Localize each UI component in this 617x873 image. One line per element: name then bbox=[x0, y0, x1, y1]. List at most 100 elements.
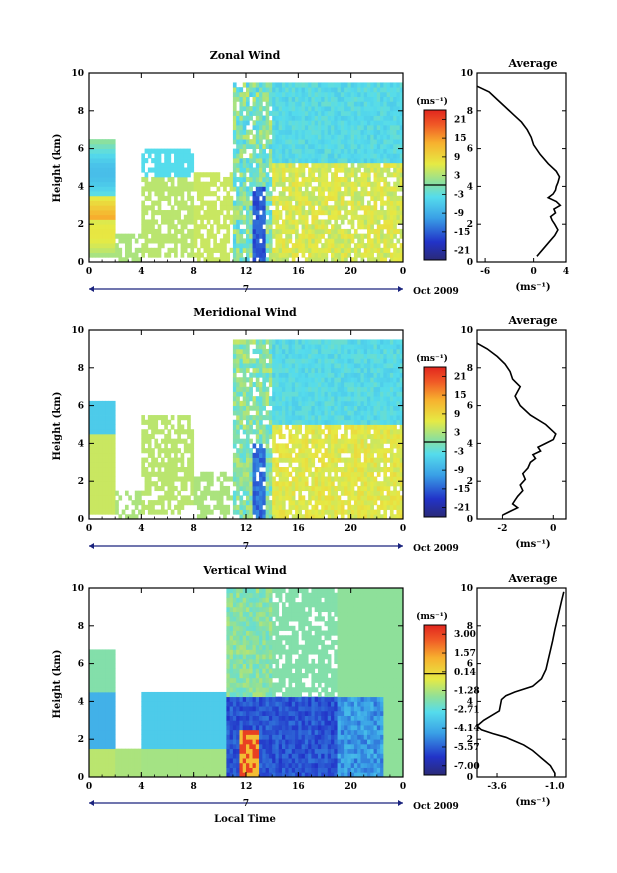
heatmap-cell bbox=[301, 514, 306, 520]
heatmap-cell bbox=[386, 195, 391, 201]
heatmap-cell bbox=[321, 358, 325, 364]
heatmap-cell bbox=[102, 167, 106, 173]
heatmap-cell bbox=[370, 438, 374, 444]
heatmap-cell bbox=[347, 172, 352, 178]
heatmap-cell bbox=[174, 186, 178, 192]
heatmap-cell bbox=[249, 143, 253, 150]
heatmap-cell bbox=[393, 162, 397, 168]
heatmap-cell bbox=[255, 243, 260, 249]
heatmap-cell bbox=[210, 476, 214, 482]
heatmap-cell bbox=[331, 176, 335, 183]
heatmap-cell bbox=[360, 339, 365, 345]
heatmap-cell bbox=[363, 367, 368, 373]
heatmap-cell bbox=[164, 433, 168, 440]
heatmap-cell bbox=[337, 504, 342, 510]
heatmap-cell bbox=[327, 228, 332, 235]
heatmap-cell bbox=[232, 257, 237, 263]
heatmap-cell bbox=[393, 485, 397, 492]
heatmap-cell bbox=[259, 367, 263, 373]
heatmap-cell bbox=[370, 339, 374, 345]
heatmap-cell bbox=[170, 467, 175, 473]
heatmap-cell bbox=[386, 134, 391, 140]
heatmap-cell bbox=[174, 200, 178, 206]
heatmap-cell bbox=[236, 358, 240, 364]
heatmap-cell bbox=[95, 504, 100, 510]
heatmap-cell bbox=[304, 443, 309, 449]
heatmap-cell bbox=[295, 485, 299, 492]
heatmap-cell bbox=[98, 504, 103, 510]
heatmap-cell bbox=[399, 462, 404, 468]
heatmap-cell bbox=[242, 214, 247, 220]
heatmap-cell bbox=[223, 219, 227, 225]
heatmap-cell bbox=[98, 143, 103, 150]
heatmap-cell bbox=[89, 176, 93, 183]
average-y-tick-label: 6 bbox=[467, 145, 473, 155]
heatmap-cell bbox=[327, 372, 332, 378]
heatmap-cell bbox=[376, 247, 381, 253]
heatmap-cell bbox=[249, 176, 253, 183]
heatmap-cell bbox=[95, 200, 100, 206]
heatmap-cell bbox=[301, 115, 306, 121]
heatmap-cell bbox=[331, 110, 335, 116]
heatmap-cell bbox=[177, 191, 181, 197]
heatmap-cell bbox=[334, 167, 338, 173]
heatmap-cell bbox=[334, 353, 338, 359]
heatmap-cell bbox=[350, 358, 355, 364]
heatmap-cell bbox=[314, 139, 319, 145]
heatmap-cell bbox=[386, 419, 391, 425]
heatmap-cell bbox=[396, 115, 401, 121]
heatmap-cell bbox=[288, 481, 293, 487]
heatmap-cell bbox=[111, 172, 116, 178]
heatmap-cell bbox=[95, 429, 100, 435]
heatmap-cell bbox=[321, 400, 325, 407]
heatmap-cell bbox=[98, 186, 103, 192]
heatmap-cell bbox=[376, 457, 381, 463]
heatmap-cell bbox=[373, 424, 378, 430]
heatmap-cell bbox=[98, 471, 103, 477]
heatmap-cell bbox=[380, 344, 384, 350]
heatmap-cell bbox=[367, 252, 371, 258]
heatmap-cell bbox=[393, 257, 397, 263]
heatmap-cell bbox=[180, 252, 185, 258]
heatmap-cell bbox=[285, 101, 289, 107]
heatmap-cell bbox=[347, 200, 352, 206]
heatmap-cell bbox=[311, 247, 316, 253]
heatmap-cell bbox=[242, 405, 247, 411]
heatmap-cell bbox=[389, 124, 394, 131]
heatmap-cell bbox=[259, 448, 263, 454]
heatmap-cell bbox=[301, 120, 306, 126]
heatmap-cell bbox=[285, 162, 289, 168]
heatmap-cell bbox=[367, 143, 371, 150]
heatmap-cell bbox=[288, 386, 293, 392]
heatmap-cell bbox=[311, 462, 316, 468]
heatmap-cell bbox=[275, 129, 280, 135]
heatmap-cell bbox=[353, 195, 358, 201]
heatmap-cell bbox=[321, 153, 325, 159]
heatmap-cell bbox=[281, 433, 286, 440]
heatmap-cell bbox=[350, 377, 355, 383]
heatmap-cell bbox=[278, 415, 283, 421]
heatmap-cell bbox=[396, 129, 401, 135]
heatmap-cell bbox=[285, 396, 289, 402]
heatmap-cell bbox=[301, 485, 306, 492]
heatmap-cell bbox=[386, 438, 391, 444]
heatmap-cell bbox=[301, 243, 306, 249]
heatmap-cell bbox=[200, 200, 204, 206]
heatmap-cell bbox=[324, 386, 329, 392]
heatmap-cell bbox=[291, 363, 296, 369]
heatmap-cell bbox=[380, 233, 384, 239]
heatmap-cell bbox=[393, 372, 397, 378]
heatmap-cell bbox=[236, 91, 240, 98]
heatmap-cell bbox=[337, 224, 342, 230]
heatmap-cell bbox=[383, 500, 388, 506]
heatmap-cell bbox=[291, 181, 296, 187]
heatmap-cell bbox=[259, 162, 263, 168]
heatmap-cell bbox=[272, 158, 276, 164]
heatmap-cell bbox=[268, 367, 273, 373]
heatmap-cell bbox=[147, 205, 152, 211]
heatmap-cell bbox=[298, 391, 302, 397]
heatmap-cell bbox=[164, 443, 168, 449]
heatmap-cell bbox=[344, 134, 348, 140]
heatmap-cell bbox=[357, 462, 361, 468]
heatmap-cell bbox=[380, 115, 384, 121]
